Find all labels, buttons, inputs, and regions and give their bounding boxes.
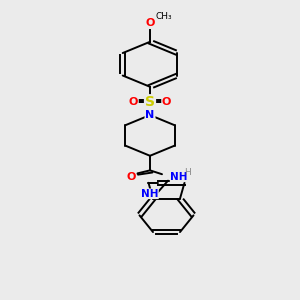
Text: CH₃: CH₃ xyxy=(155,12,172,21)
Text: O: O xyxy=(129,97,138,107)
Text: NH: NH xyxy=(170,172,188,182)
Text: O: O xyxy=(162,97,171,107)
Text: S: S xyxy=(145,95,155,109)
Text: N: N xyxy=(146,110,154,120)
Text: H: H xyxy=(184,168,191,177)
Text: NH: NH xyxy=(141,189,158,199)
Text: O: O xyxy=(127,172,136,182)
Text: O: O xyxy=(145,18,155,28)
